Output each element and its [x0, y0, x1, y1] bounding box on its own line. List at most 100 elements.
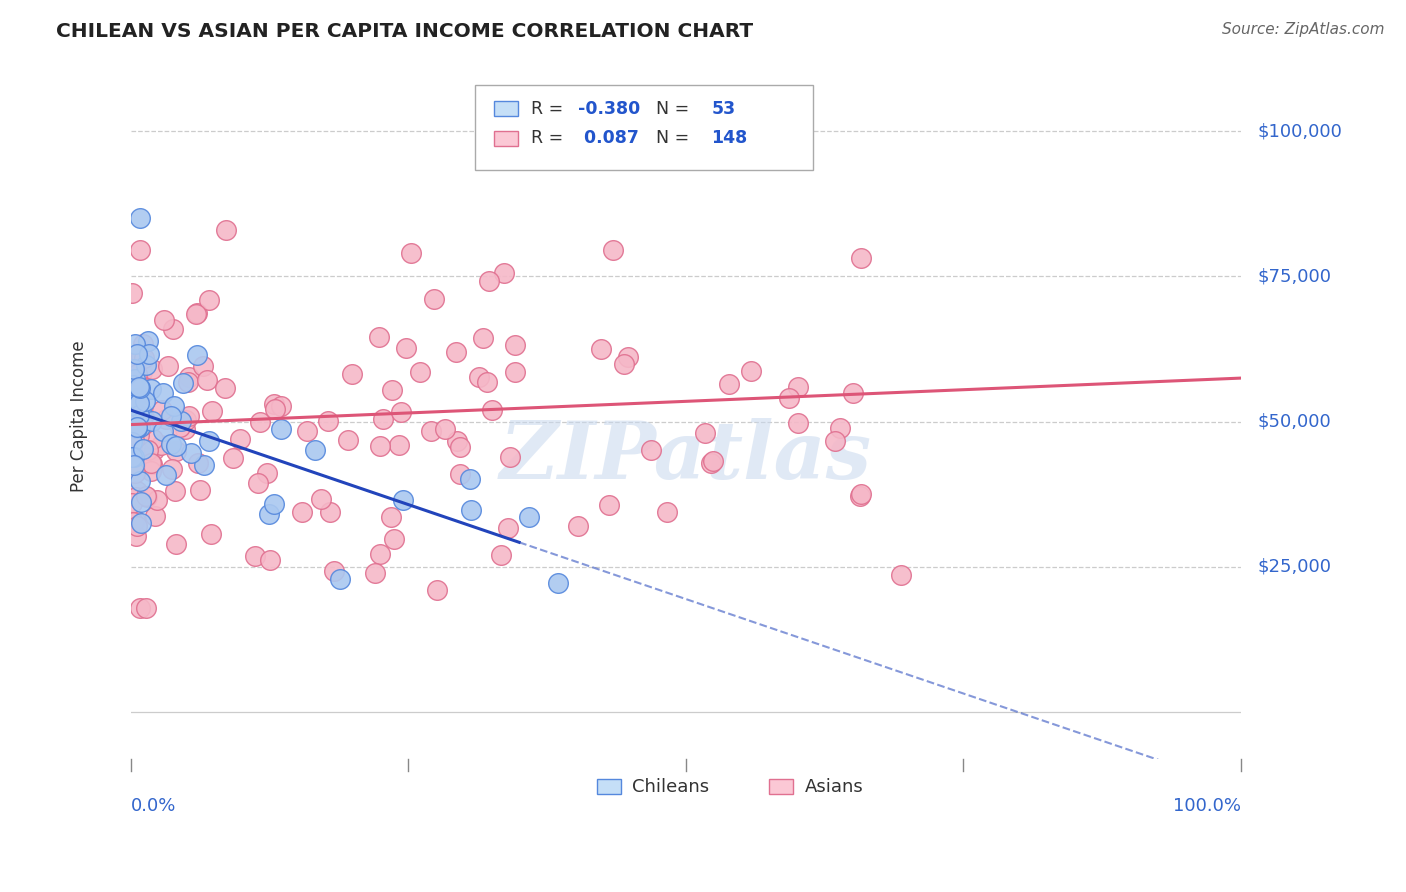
Point — [368, 439, 391, 453]
Point — [364, 566, 387, 580]
FancyBboxPatch shape — [494, 101, 517, 116]
Text: Per Capita Income: Per Capita Income — [70, 340, 89, 491]
Point — [165, 444, 187, 458]
Point — [180, 446, 202, 460]
Point — [295, 424, 318, 438]
Point — [449, 441, 471, 455]
Point — [256, 466, 278, 480]
Point — [172, 414, 194, 428]
Point — [478, 274, 501, 288]
Point — [132, 410, 155, 425]
Point — [371, 412, 394, 426]
Point — [176, 413, 198, 427]
Point — [129, 495, 152, 509]
Point — [591, 342, 613, 356]
Text: $25,000: $25,000 — [1257, 558, 1331, 576]
Point — [198, 293, 221, 307]
Point — [702, 454, 724, 468]
Point — [141, 415, 163, 429]
Point — [214, 381, 236, 395]
Point — [368, 547, 391, 561]
Point — [141, 457, 163, 471]
Point — [125, 347, 148, 361]
Text: 0.087: 0.087 — [578, 129, 638, 147]
Text: CHILEAN VS ASIAN PER CAPITA INCOME CORRELATION CHART: CHILEAN VS ASIAN PER CAPITA INCOME CORRE… — [56, 22, 754, 41]
Point — [323, 564, 346, 578]
Point — [125, 420, 148, 434]
Point — [842, 386, 865, 401]
Point — [778, 391, 800, 405]
Point — [121, 495, 143, 509]
Point — [503, 338, 526, 352]
Point — [399, 245, 422, 260]
Point — [124, 363, 146, 377]
Point — [122, 458, 145, 472]
Point — [391, 493, 413, 508]
Point — [787, 380, 810, 394]
Point — [124, 372, 146, 386]
Text: Asians: Asians — [804, 778, 863, 796]
Point — [129, 349, 152, 363]
Point — [263, 397, 285, 411]
Point — [121, 450, 143, 465]
Point — [824, 434, 846, 449]
Point — [143, 443, 166, 458]
Point — [121, 352, 143, 367]
Point — [329, 572, 352, 586]
Point — [128, 395, 150, 409]
Text: N =: N = — [644, 100, 695, 118]
Point — [229, 432, 252, 446]
Point — [141, 464, 163, 478]
Text: 148: 148 — [711, 129, 748, 147]
Text: Source: ZipAtlas.com: Source: ZipAtlas.com — [1222, 22, 1385, 37]
Point — [152, 386, 174, 401]
Point — [828, 421, 851, 435]
Point — [160, 409, 183, 423]
Point — [125, 483, 148, 498]
Point — [186, 306, 208, 320]
Point — [693, 426, 716, 441]
Point — [449, 467, 471, 482]
FancyBboxPatch shape — [596, 780, 621, 795]
Point — [129, 516, 152, 530]
Point — [188, 483, 211, 498]
Point — [316, 414, 339, 428]
Point — [263, 497, 285, 511]
Point — [191, 359, 214, 373]
Point — [135, 490, 157, 504]
Point — [135, 359, 157, 373]
Point — [304, 442, 326, 457]
Point — [127, 358, 149, 372]
Point — [381, 383, 404, 397]
Point — [122, 433, 145, 447]
Point — [121, 442, 143, 456]
Point — [270, 422, 292, 436]
Point — [121, 385, 143, 400]
Point — [423, 292, 446, 306]
Point — [136, 334, 159, 348]
Point — [132, 442, 155, 457]
Point — [547, 575, 569, 590]
Point — [602, 243, 624, 257]
Point — [489, 548, 512, 562]
Point — [446, 434, 468, 449]
Point — [129, 420, 152, 434]
Point — [368, 330, 391, 344]
Point — [128, 244, 150, 258]
Point — [138, 347, 160, 361]
Text: R =: R = — [531, 100, 569, 118]
Point — [598, 499, 620, 513]
Point — [124, 466, 146, 480]
Text: N =: N = — [644, 129, 695, 147]
Point — [150, 403, 173, 417]
Point — [259, 553, 281, 567]
Point — [444, 345, 467, 359]
Point — [172, 376, 194, 390]
Point — [458, 471, 481, 485]
Point — [131, 365, 153, 379]
Point — [121, 384, 143, 398]
Point — [125, 491, 148, 505]
Point — [141, 362, 163, 376]
Point — [617, 351, 640, 365]
Point — [155, 412, 177, 426]
